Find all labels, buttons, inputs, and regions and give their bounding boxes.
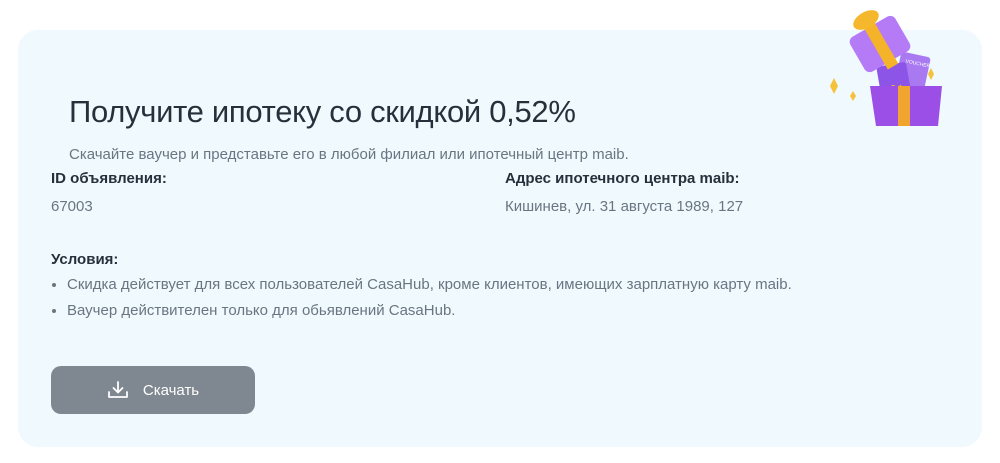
page-title: Получите ипотеку со скидкой 0,52% — [69, 94, 576, 129]
subtitle: Скачайте ваучер и представьте его в любо… — [69, 146, 629, 163]
gift-box-icon: VOUCHER % — [830, 10, 942, 126]
download-icon — [107, 381, 128, 398]
conditions-list: Скидка действует для всех пользователей … — [51, 272, 792, 324]
conditions-label: Условия: — [51, 251, 119, 268]
download-button[interactable]: Скачать — [51, 366, 255, 414]
condition-item: Скидка действует для всех пользователей … — [67, 272, 792, 298]
address-label: Адрес ипотечного центра maib: — [505, 170, 740, 187]
voucher-text: VOUCHER — [905, 59, 931, 70]
download-label: Скачать — [142, 381, 200, 399]
condition-item: Ваучер действителен только для обьявлени… — [67, 298, 792, 324]
listing-id-label: ID объявления: — [51, 170, 167, 187]
listing-id-value: 67003 — [51, 198, 93, 215]
address-value: Кишинев, ул. 31 августа 1989, 127 — [505, 198, 744, 215]
